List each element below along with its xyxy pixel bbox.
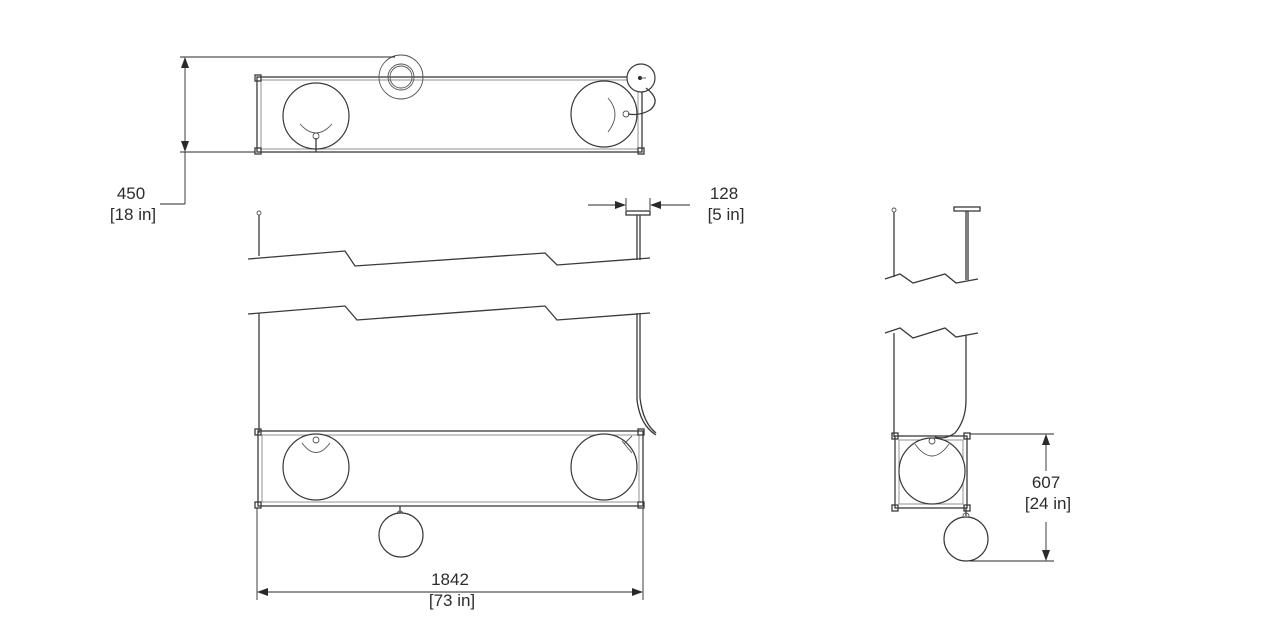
dimension-450-imperial: [18 in] xyxy=(110,205,156,224)
dimension-607-imperial: [24 in] xyxy=(1025,494,1071,513)
top-view-canopy-right xyxy=(626,63,656,116)
front-view xyxy=(247,210,657,558)
front-view-globe-left xyxy=(282,433,350,501)
side-view xyxy=(884,206,989,562)
side-cable-break-top xyxy=(884,273,979,284)
dimension-450-value: 450 xyxy=(117,184,145,203)
cable-break-top xyxy=(247,250,651,267)
dimension-1842-value: 1842 xyxy=(431,570,469,589)
side-view-globe-inner xyxy=(898,437,966,505)
front-view-frame xyxy=(254,428,645,509)
side-cable-break-bottom xyxy=(884,327,979,339)
side-power-cord xyxy=(934,335,967,439)
dimension-1842-imperial: [73 in] xyxy=(429,591,475,610)
dimension-128: 128 [5 in] xyxy=(588,184,744,224)
top-view-globe-left xyxy=(282,82,350,152)
top-view-globe-right xyxy=(570,80,638,148)
side-view-canopy-left xyxy=(891,207,897,277)
side-view-globe-bottom xyxy=(943,508,989,562)
front-view-globe-right xyxy=(570,433,638,501)
power-cord xyxy=(636,313,657,436)
front-view-globe-bottom xyxy=(378,506,424,558)
top-view-canopy-left xyxy=(378,54,424,100)
dimension-128-imperial: [5 in] xyxy=(708,205,745,224)
dimension-607: 607 [24 in] xyxy=(970,433,1071,562)
cable-break-bottom xyxy=(247,305,651,321)
dimension-128-value: 128 xyxy=(710,184,738,203)
side-view-canopy-right xyxy=(953,206,981,280)
dimension-1842: 1842 [73 in] xyxy=(256,508,644,610)
front-view-canopy-right xyxy=(625,210,651,260)
front-view-canopy-left xyxy=(256,210,262,256)
dimension-607-value: 607 xyxy=(1032,473,1060,492)
dimension-450: 450 [18 in] xyxy=(110,56,395,224)
top-view xyxy=(254,54,656,155)
